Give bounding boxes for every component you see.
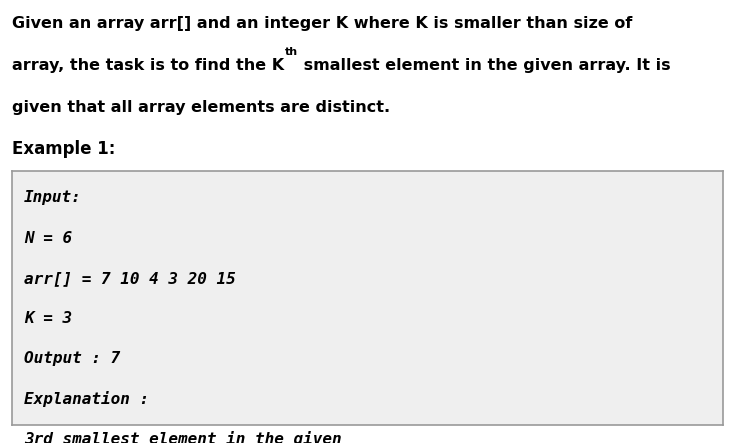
- Text: th: th: [284, 47, 298, 57]
- Text: K = 3: K = 3: [24, 311, 72, 326]
- Text: 3rd smallest element in the given: 3rd smallest element in the given: [24, 431, 342, 443]
- Text: Input:: Input:: [24, 190, 82, 206]
- Text: Given an array arr[] and an integer K where K is smaller than size of: Given an array arr[] and an integer K wh…: [12, 16, 633, 31]
- Text: given that all array elements are distinct.: given that all array elements are distin…: [12, 100, 390, 115]
- Text: arr[] = 7 10 4 3 20 15: arr[] = 7 10 4 3 20 15: [24, 271, 236, 286]
- Text: array, the task is to find the K: array, the task is to find the K: [12, 58, 284, 73]
- Text: Example 1:: Example 1:: [12, 140, 116, 158]
- Text: smallest element in the given array. It is: smallest element in the given array. It …: [298, 58, 670, 73]
- Text: Explanation :: Explanation :: [24, 391, 149, 407]
- Text: N = 6: N = 6: [24, 231, 72, 245]
- Text: Output : 7: Output : 7: [24, 351, 121, 366]
